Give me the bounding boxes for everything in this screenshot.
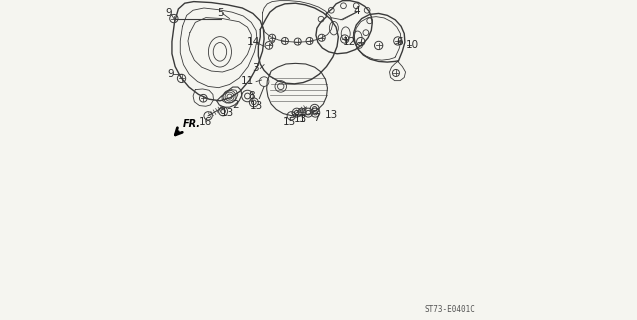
Text: 13: 13 — [220, 108, 234, 118]
Text: 16: 16 — [199, 117, 213, 127]
Text: 13: 13 — [294, 114, 308, 124]
Text: 9: 9 — [166, 8, 172, 18]
Text: FR.: FR. — [182, 119, 201, 129]
Text: 3: 3 — [252, 63, 259, 73]
Text: 11: 11 — [241, 76, 254, 86]
Text: 1: 1 — [299, 114, 305, 124]
Text: 8: 8 — [248, 91, 255, 101]
Text: 15: 15 — [282, 117, 296, 127]
Text: 12: 12 — [343, 36, 357, 47]
Text: 13: 13 — [250, 101, 262, 111]
Text: 2: 2 — [232, 100, 239, 110]
Text: 14: 14 — [247, 36, 261, 47]
Text: 7: 7 — [313, 113, 319, 124]
Text: ST73-E0401C: ST73-E0401C — [424, 305, 475, 314]
Text: 4: 4 — [353, 6, 359, 16]
Text: 13: 13 — [325, 110, 338, 120]
Text: 5: 5 — [218, 8, 224, 18]
Text: 6: 6 — [396, 36, 403, 47]
Text: 9: 9 — [168, 69, 174, 79]
Text: 10: 10 — [405, 40, 419, 51]
